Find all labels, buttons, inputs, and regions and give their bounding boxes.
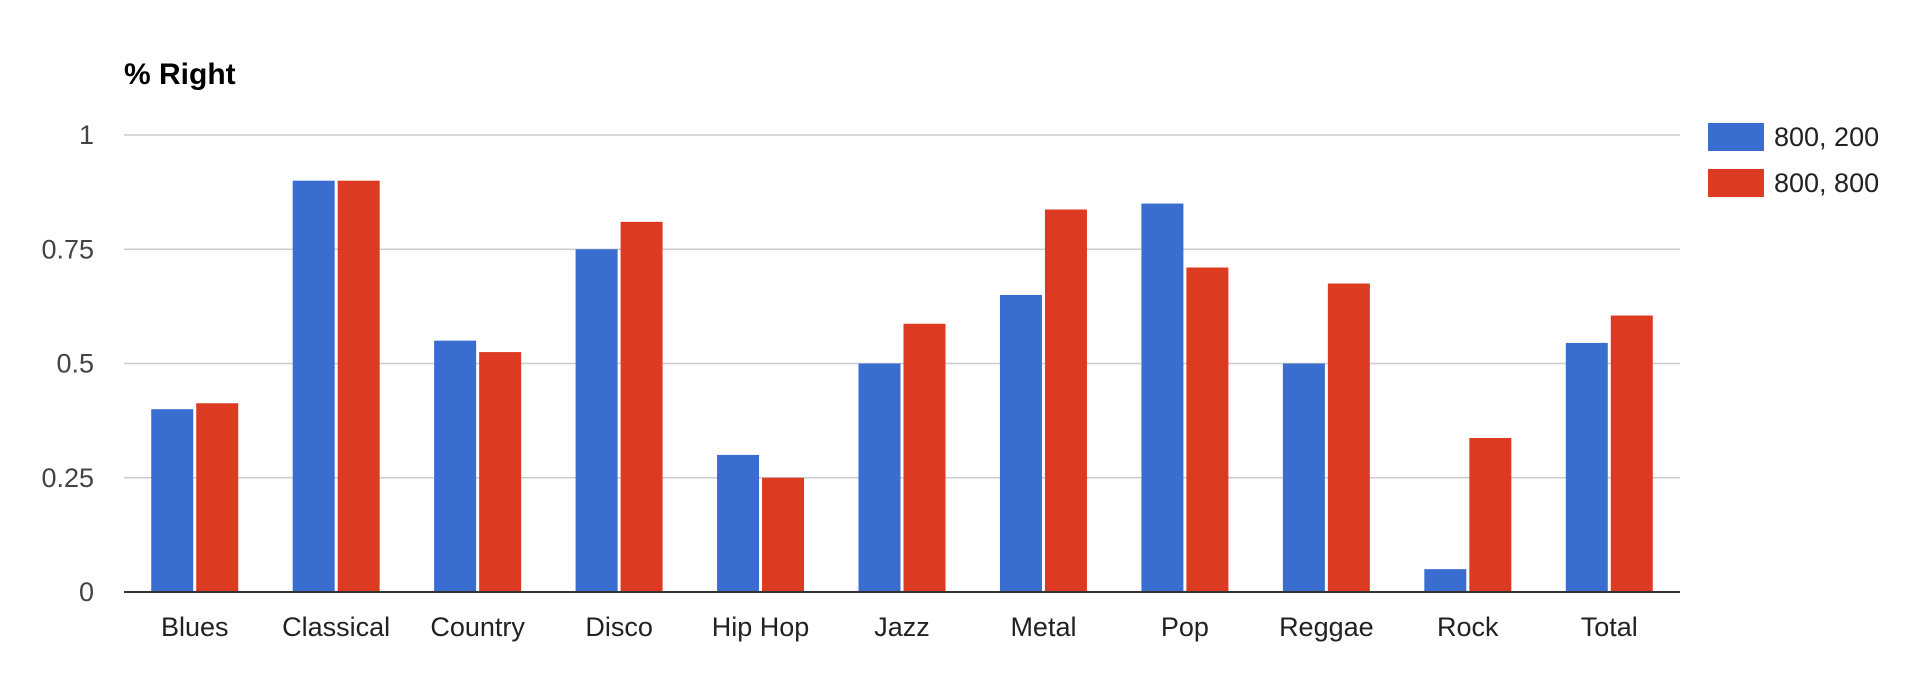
legend-label: 800, 200 <box>1774 122 1879 152</box>
chart-title: % Right <box>124 58 236 91</box>
bar-metal-series-2 <box>1044 209 1087 592</box>
y-tick-label: 0.75 <box>41 234 94 264</box>
gridlines <box>124 134 1680 479</box>
bar-total-series-1 <box>1565 342 1608 592</box>
x-category-label: Classical <box>282 612 390 642</box>
x-category-label: Jazz <box>874 612 930 642</box>
bar-metal-series-1 <box>999 294 1042 592</box>
bar-pop-series-2 <box>1186 267 1229 592</box>
x-category-label: Country <box>430 612 525 642</box>
bar-country-series-1 <box>434 340 477 592</box>
bar-hip-hop-series-1 <box>717 454 760 592</box>
x-axis-labels: Blues Classical Country Disco Hip Hop Jazz Met… <box>161 612 1638 642</box>
legend: 800, 200 800, 800 <box>1708 122 1879 198</box>
y-tick-label: 0.25 <box>41 463 94 493</box>
x-category-label: Reggae <box>1279 612 1374 642</box>
x-category-label: Blues <box>161 612 229 642</box>
y-tick-label: 1 <box>79 120 94 150</box>
bar-country-series-2 <box>479 352 522 592</box>
bar-disco-series-1 <box>575 249 618 592</box>
bar-classical-series-1 <box>292 180 335 592</box>
bar-hip-hop-series-2 <box>762 477 805 592</box>
legend-swatch <box>1708 123 1764 151</box>
bar-blues-series-2 <box>196 403 239 592</box>
y-axis-ticks: 0 0.25 0.5 0.75 1 <box>41 120 94 607</box>
y-tick-label: 0 <box>79 577 94 607</box>
bar-classical-series-2 <box>337 180 380 592</box>
bar-jazz-series-2 <box>903 323 946 592</box>
bar-rock-series-1 <box>1424 569 1467 592</box>
legend-label: 800, 800 <box>1774 168 1879 198</box>
bar-blues-series-1 <box>151 409 194 592</box>
legend-swatch <box>1708 169 1764 197</box>
bar-pop-series-1 <box>1141 203 1184 593</box>
x-category-label: Rock <box>1437 612 1499 642</box>
x-category-label: Disco <box>585 612 653 642</box>
bar-total-series-2 <box>1610 315 1653 592</box>
bar-jazz-series-1 <box>858 363 901 592</box>
x-category-label: Hip Hop <box>712 612 810 642</box>
bar-rock-series-2 <box>1469 437 1512 592</box>
bar-reggae-series-1 <box>1282 363 1325 592</box>
bar-reggae-series-2 <box>1327 283 1370 592</box>
x-category-label: Pop <box>1161 612 1209 642</box>
bar-disco-series-2 <box>620 221 663 592</box>
x-category-label: Metal <box>1010 612 1076 642</box>
bars <box>151 180 1653 593</box>
y-tick-label: 0.5 <box>56 349 94 379</box>
x-category-label: Total <box>1581 612 1638 642</box>
